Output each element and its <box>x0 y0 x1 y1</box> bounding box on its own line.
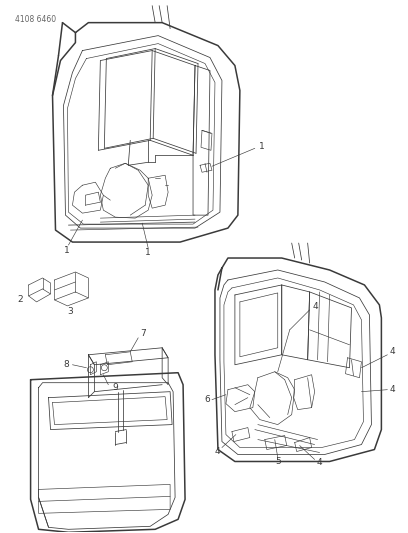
Text: 7: 7 <box>140 329 146 338</box>
Text: 6: 6 <box>204 395 210 404</box>
Text: 4: 4 <box>317 458 322 467</box>
Text: 4: 4 <box>313 302 318 311</box>
Text: 8: 8 <box>64 360 69 369</box>
Text: 5: 5 <box>275 457 281 466</box>
Text: 4108 6460: 4108 6460 <box>15 15 56 23</box>
Text: 4: 4 <box>389 348 395 356</box>
Text: 4: 4 <box>389 385 395 394</box>
Text: 1: 1 <box>145 247 151 256</box>
Text: 4: 4 <box>214 447 220 456</box>
Text: 9: 9 <box>112 383 118 392</box>
Text: 3: 3 <box>68 308 73 317</box>
Text: 2: 2 <box>17 295 22 304</box>
Text: 1: 1 <box>259 142 264 151</box>
Text: 1: 1 <box>64 246 69 255</box>
